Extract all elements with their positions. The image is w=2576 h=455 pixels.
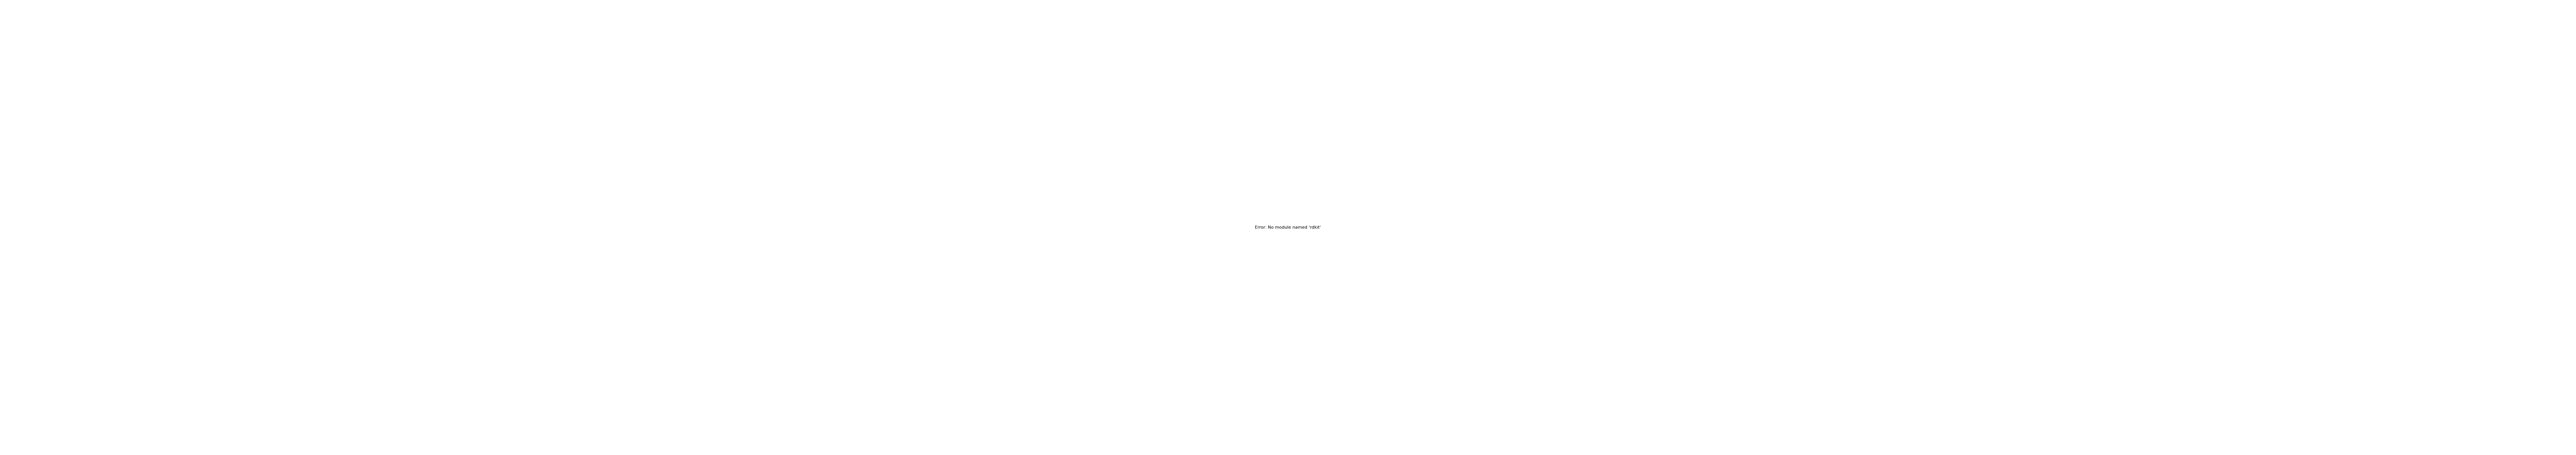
Text: Error: No module named 'rdkit': Error: No module named 'rdkit' — [1255, 226, 1321, 229]
